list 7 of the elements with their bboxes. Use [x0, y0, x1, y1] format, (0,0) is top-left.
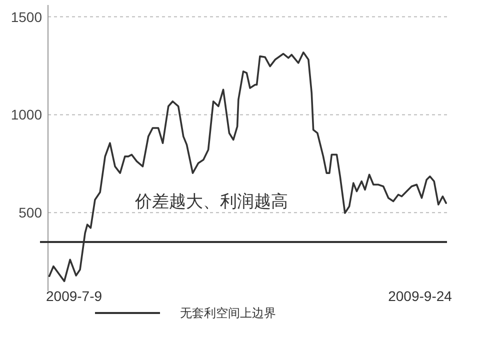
x-tick-label: 2009-9-24: [388, 288, 452, 304]
ref-line-label: 无套利空间上边界: [180, 306, 276, 320]
y-tick-label: 1500: [10, 8, 42, 25]
y-tick-label: 500: [18, 204, 42, 221]
x-tick-label: 2009-7-9: [46, 288, 102, 304]
y-tick-label: 1000: [10, 106, 42, 123]
annotation: 价差越大、利润越高: [134, 192, 288, 211]
